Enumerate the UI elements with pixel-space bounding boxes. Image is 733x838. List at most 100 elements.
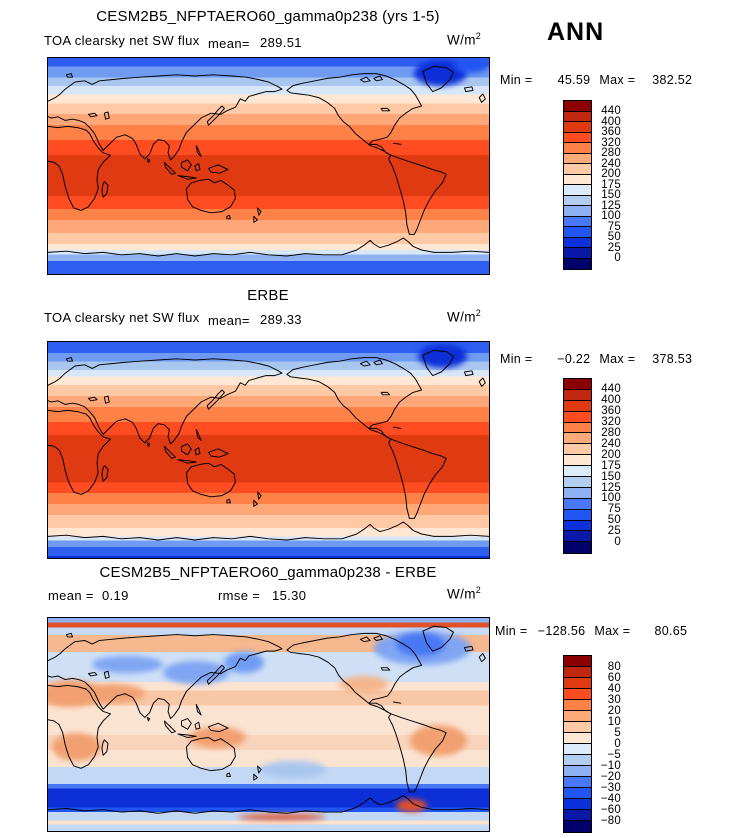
colorbar-tick-label: −60 — [600, 803, 621, 816]
colorbar-tick-label: 0 — [614, 252, 621, 264]
colorbar-cell — [564, 667, 591, 678]
colorbar-cell — [564, 248, 591, 259]
colorbar-cell — [564, 195, 591, 206]
colorbar-cell — [564, 821, 591, 832]
map-anomaly-patch — [453, 58, 489, 74]
colorbar-tick-label: 280 — [601, 427, 621, 439]
panel1-mean-value: 289.51 — [260, 35, 302, 50]
colorbar-tick-label: 240 — [601, 157, 621, 170]
colorbar-tick-label: −10 — [600, 759, 621, 772]
map-anomaly-patch — [418, 344, 467, 368]
panel3-max-value: 80.65 — [654, 624, 688, 638]
panel2-title: ERBE — [247, 287, 289, 304]
map-anomaly-patch — [189, 726, 247, 748]
colorbar-tick-label: 75 — [607, 220, 621, 233]
colorbar-tick-label: 360 — [601, 126, 621, 138]
colorbar-cell — [564, 799, 591, 810]
colorbar-tick-label: 5 — [614, 726, 621, 739]
panel1-max-label: Max = — [599, 73, 636, 87]
colorbar-cell — [564, 433, 591, 445]
map-model-field — [48, 58, 489, 274]
colorbar-cell — [564, 411, 591, 423]
colorbar-tick-label: 320 — [601, 416, 621, 429]
colorbar-cell — [564, 656, 591, 667]
map-difference — [47, 617, 490, 832]
colorbar-tick-label: 175 — [601, 459, 621, 472]
colorbar-tick-label: 175 — [601, 178, 621, 191]
colorbar-cell — [564, 477, 591, 488]
colorbar-cell — [564, 777, 591, 788]
map-anomaly-patch — [224, 652, 265, 674]
colorbar-cell — [564, 700, 591, 711]
panel1-units: W/m2 — [447, 31, 482, 48]
colorbar-cell — [564, 455, 591, 467]
colorbar-cell — [564, 216, 591, 227]
colorbar-cell — [564, 509, 591, 521]
colorbar-tick-label: −80 — [600, 814, 621, 827]
colorbar-tick-label: 25 — [607, 241, 621, 254]
map-anomaly-patch — [237, 813, 326, 821]
panel1-subtitle: TOA clearsky net SW flux mean= 289.51 W/… — [0, 31, 733, 51]
colorbar-cell — [564, 744, 591, 755]
panel3-mean-value: 0.19 — [102, 588, 129, 603]
colorbar-tick-label: 100 — [601, 210, 621, 222]
colorbar-cell — [564, 174, 591, 185]
panel3-subtitle: mean = 0.19 rmse = 15.30 W/m2 — [0, 585, 733, 603]
panel2-min-value: −0.22 — [557, 352, 591, 366]
panel2-max-value: 378.53 — [652, 352, 693, 366]
colorbar-cell — [564, 542, 591, 554]
colorbar-tick-label: 80 — [607, 660, 621, 673]
colorbar-tick-label: 60 — [607, 671, 621, 684]
colorbar-tick-label: 280 — [601, 147, 621, 159]
colorbar-tick-label: 25 — [607, 525, 621, 538]
colorbar-tick-label: 50 — [607, 231, 621, 243]
colorbar-cell — [564, 810, 591, 821]
panel1-minmax: Min = 45.59 Max = 382.52 — [500, 73, 692, 87]
colorbar-tick-label: 0 — [614, 737, 621, 750]
colorbar-cell — [564, 678, 591, 689]
map-erbe — [47, 341, 490, 559]
colorbar-tick-label: −20 — [600, 770, 621, 783]
map-anomaly-patch — [259, 760, 326, 778]
colorbar-cell — [564, 498, 591, 510]
panel2-minmax: Min = −0.22 Max = 378.53 — [500, 352, 692, 366]
colorbar-cell — [564, 755, 591, 766]
colorbar-cell — [564, 520, 591, 532]
colorbar-cell — [564, 466, 591, 478]
colorbar-cell — [564, 788, 591, 799]
colorbar-erbe — [563, 378, 592, 555]
panel2-field-label: TOA clearsky net SW flux — [44, 310, 200, 325]
colorbar-cell — [564, 206, 591, 217]
colorbar-tick-label: 240 — [601, 437, 621, 450]
colorbar-cell — [564, 531, 591, 543]
panel2-max-label: Max = — [599, 352, 636, 366]
panel1-mean-label: mean= — [208, 36, 250, 51]
panel3-min-value: −128.56 — [537, 624, 586, 638]
colorbar-tick-label: 10 — [607, 715, 621, 728]
colorbar-erbe-labels: 440 400 360 320 280 240 200 175 150 125 100 75 50 25 0 — [595, 378, 621, 552]
colorbar-tick-label: 100 — [601, 492, 621, 505]
colorbar-tick-label: −40 — [600, 792, 621, 805]
colorbar-cell — [564, 164, 591, 175]
colorbar-cell — [564, 153, 591, 164]
panel3-mean-label: mean = — [48, 588, 94, 603]
colorbar-cell — [564, 258, 591, 269]
colorbar-tick-label: 0 — [614, 536, 621, 548]
colorbar-cell — [564, 711, 591, 722]
colorbar-tick-label: −5 — [607, 748, 621, 761]
panel3-rmse-label: rmse = — [218, 588, 261, 603]
panel1-max-value: 382.52 — [652, 73, 693, 87]
colorbar-cell — [564, 185, 591, 196]
season-label: ANN — [547, 18, 605, 46]
map-model — [47, 57, 490, 275]
colorbar-cell — [564, 400, 591, 412]
panel2-units: W/m2 — [447, 308, 482, 325]
colorbar-cell — [564, 379, 591, 390]
colorbar-cell — [564, 389, 591, 401]
colorbar-cell — [564, 132, 591, 143]
colorbar-tick-label: 360 — [601, 405, 621, 418]
coastlines-overlay — [48, 625, 489, 814]
colorbar-tick-label: 150 — [601, 470, 621, 483]
colorbar-tick-label: 320 — [601, 136, 621, 149]
